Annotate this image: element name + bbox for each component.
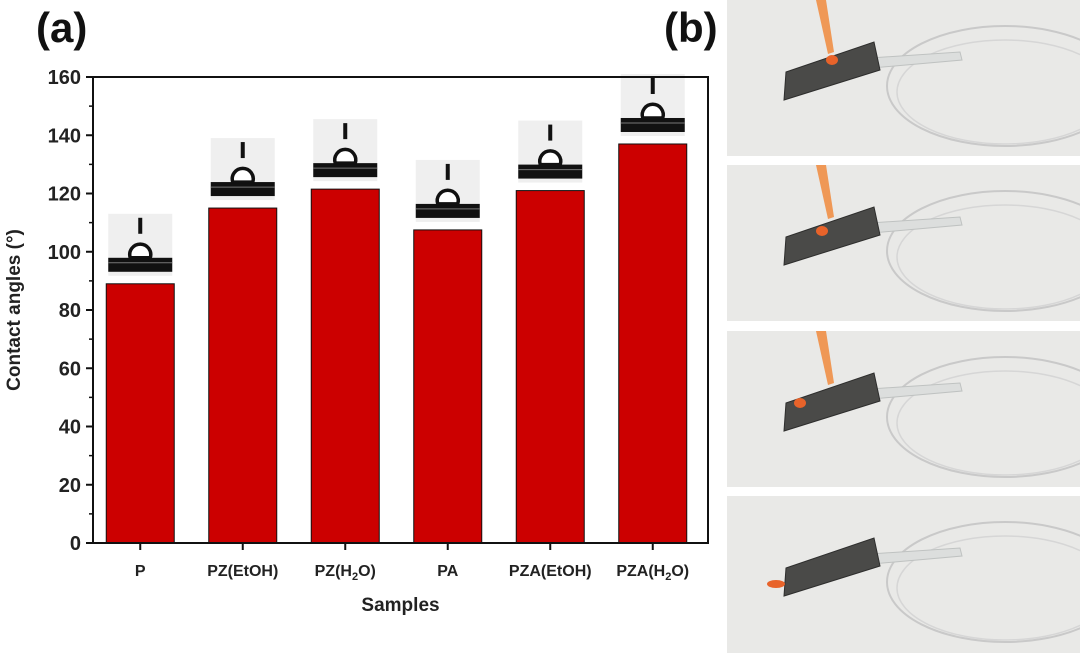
- inset-substrate: [620, 117, 685, 132]
- y-tick-label: 100: [48, 242, 81, 264]
- x-tick-label: PZA(H2O): [616, 563, 689, 583]
- dropper-tip: [816, 0, 834, 54]
- bar: [208, 207, 278, 544]
- y-tick-label: 160: [48, 67, 81, 89]
- bars: [105, 143, 688, 544]
- photo-drawing: [783, 331, 1080, 478]
- petri-dish-inner: [896, 204, 1080, 310]
- x-tick-label: P: [135, 563, 146, 580]
- glass-slide: [869, 216, 963, 234]
- petri-dish-inner: [896, 370, 1080, 476]
- x-tick-label: PZ(H2O): [315, 563, 376, 583]
- y-axis-title: Contact angles (°): [4, 229, 25, 391]
- droplet-inset: [415, 159, 480, 222]
- coated-substrate: [783, 372, 881, 432]
- inset-droplet: [538, 149, 563, 167]
- inset-droplet: [435, 188, 460, 206]
- x-tick-label: PZA(EtOH): [509, 563, 592, 580]
- glass-slide: [869, 382, 963, 400]
- inset-needle: [650, 77, 655, 94]
- dropper-on-coated-glass-photo: [727, 331, 1080, 487]
- inset-substrate: [415, 203, 480, 218]
- panel-a-label: (a): [36, 4, 87, 51]
- inset-substrate: [518, 164, 583, 179]
- coated-substrate: [783, 41, 881, 101]
- x-axis-title: Samples: [361, 595, 439, 616]
- petri-dish: [886, 190, 1080, 312]
- inset-needle: [548, 124, 553, 141]
- y-tick-label: 0: [70, 533, 81, 555]
- inset-needle: [343, 123, 348, 140]
- y-tick-label: 80: [59, 300, 81, 322]
- petri-dish: [886, 356, 1080, 478]
- bar: [105, 283, 175, 544]
- x-axis-ticks: P PZ(EtOH) PZ(H2O) PA PZA(EtOH) PZA(H2O): [135, 543, 689, 583]
- bar: [515, 190, 585, 544]
- petri-dish: [886, 25, 1080, 147]
- bar: [310, 188, 380, 544]
- inset-substrate: [108, 257, 173, 272]
- y-tick-label: 60: [59, 358, 81, 380]
- photo-drawing: [767, 521, 1080, 643]
- photo-drawing: [783, 0, 1080, 147]
- coated-substrate: [783, 537, 881, 597]
- inset-substrate: [313, 163, 378, 178]
- droplet-inset: [108, 213, 173, 276]
- droplet-rolled-off-photo: [727, 496, 1080, 653]
- y-tick-label: 20: [59, 475, 81, 497]
- photo-drawing: [783, 165, 1080, 312]
- y-tick-label: 120: [48, 184, 81, 206]
- droplet-inset: [518, 120, 583, 183]
- inset-needle: [240, 142, 245, 159]
- y-axis-ticks: 0 20 40 60 80 100 120 140 160: [48, 67, 93, 555]
- inset-droplet: [333, 147, 358, 165]
- water-droplet: [794, 398, 806, 408]
- glass-slide: [869, 547, 963, 565]
- inset-needle: [445, 163, 450, 180]
- contact-angle-bar-chart: (a) 0 20 40 60 80 100 120 140 160 P PZ(EtOH) PZ(H2…: [4, 4, 709, 616]
- y-tick-label: 140: [48, 125, 81, 147]
- inset-droplet: [640, 102, 665, 120]
- inset-needle: [138, 217, 143, 234]
- inset-substrate: [210, 182, 275, 197]
- glass-slide: [869, 51, 963, 69]
- inset-droplet: [230, 166, 255, 184]
- water-droplet: [826, 55, 838, 65]
- dropper-tip: [816, 331, 834, 385]
- petri-dish: [886, 521, 1080, 643]
- petri-dish-inner: [896, 535, 1080, 641]
- dropper-on-coated-glass-photo: [727, 165, 1080, 321]
- plot-frame: [92, 76, 709, 544]
- droplet-insets: [108, 73, 685, 276]
- dropper-on-coated-glass-photo: [727, 0, 1080, 156]
- water-droplet: [767, 580, 785, 588]
- bar: [618, 143, 688, 544]
- droplet-inset: [620, 73, 685, 136]
- droplet-inset: [313, 119, 378, 182]
- dropper-tip: [816, 165, 834, 219]
- inset-droplet: [128, 242, 153, 260]
- water-droplet: [816, 226, 828, 236]
- petri-dish-inner: [896, 39, 1080, 145]
- x-tick-label: PZ(EtOH): [207, 563, 278, 580]
- droplet-inset: [210, 138, 275, 201]
- bar: [413, 229, 483, 544]
- coated-substrate: [783, 206, 881, 266]
- y-tick-label: 40: [59, 417, 81, 439]
- panel-b-label: (b): [664, 4, 718, 51]
- x-tick-label: PA: [437, 563, 458, 580]
